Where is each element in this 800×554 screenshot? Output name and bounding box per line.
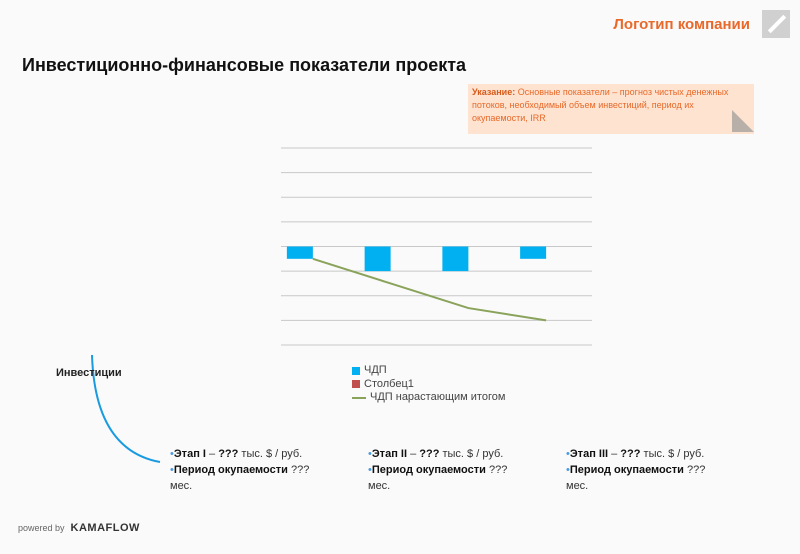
legend-label: ЧДП — [364, 364, 387, 376]
payback-value: ??? — [290, 464, 310, 476]
chart-legend: ЧДП Столбец1 ЧДП нарастающим итогом — [352, 364, 505, 405]
legend-item: ЧДП — [352, 364, 505, 378]
legend-swatch — [352, 380, 360, 389]
legend-swatch — [352, 366, 360, 375]
legend-item: Столбец1 — [352, 378, 505, 392]
payback-value: ??? — [686, 464, 706, 476]
stage-unit: тыс. $ / руб. — [238, 448, 303, 460]
bar-chdp — [286, 246, 313, 259]
instruction-note: Указание: Основные показатели – прогноз … — [468, 84, 754, 134]
payback-value: ??? — [488, 464, 508, 476]
stage-2: •Этап II – ??? тыс. $ / руб. •Период оку… — [368, 448, 508, 492]
stage-1: •Этап I – ??? тыс. $ / руб. •Период окуп… — [170, 448, 310, 492]
company-logo: Логотип компании — [613, 16, 750, 33]
powered-by: powered by KAMAFLOW — [18, 522, 140, 534]
bar-chdp — [442, 246, 469, 272]
stage-amount: ??? — [218, 448, 239, 460]
bar-chdp — [520, 246, 547, 259]
stage-name: Этап I — [173, 448, 206, 460]
logo-icon — [762, 10, 790, 38]
connector-curve — [91, 354, 161, 463]
payback-label: Период окупаемости — [173, 464, 288, 476]
note-text: Основные показатели – прогноз чистых ден… — [472, 87, 729, 123]
payback-unit: мес. — [566, 480, 589, 492]
stage-name: Этап III — [569, 448, 609, 460]
stage-name: Этап II — [371, 448, 408, 460]
bar-chdp — [364, 246, 391, 272]
stage-3: •Этап III – ??? тыс. $ / руб. •Период ок… — [566, 448, 706, 492]
payback-unit: мес. — [170, 480, 193, 492]
note-label: Указание: — [472, 87, 516, 97]
legend-line — [352, 396, 366, 399]
investments-label: Инвестиции — [56, 367, 122, 379]
legend-label: Столбец1 — [364, 377, 414, 390]
powered-text: powered by — [18, 523, 65, 533]
payback-unit: мес. — [368, 480, 391, 492]
legend-label: ЧДП нарастающим итогом — [370, 391, 506, 403]
payback-label: Период окупаемости — [569, 464, 684, 476]
stage-amount: ??? — [620, 448, 641, 460]
line-chdp-cumulative — [312, 257, 547, 322]
payback-label: Период окупаемости — [371, 464, 486, 476]
stage-amount: ??? — [419, 448, 440, 460]
note-fold — [732, 110, 754, 132]
legend-item: ЧДП нарастающим итогом — [352, 391, 505, 405]
stage-unit: тыс. $ / руб. — [439, 448, 504, 460]
brand-logo: KAMAFLOW — [70, 522, 140, 534]
page-title: Инвестиционно-финансовые показатели прое… — [22, 55, 467, 75]
stage-unit: тыс. $ / руб. — [640, 448, 705, 460]
